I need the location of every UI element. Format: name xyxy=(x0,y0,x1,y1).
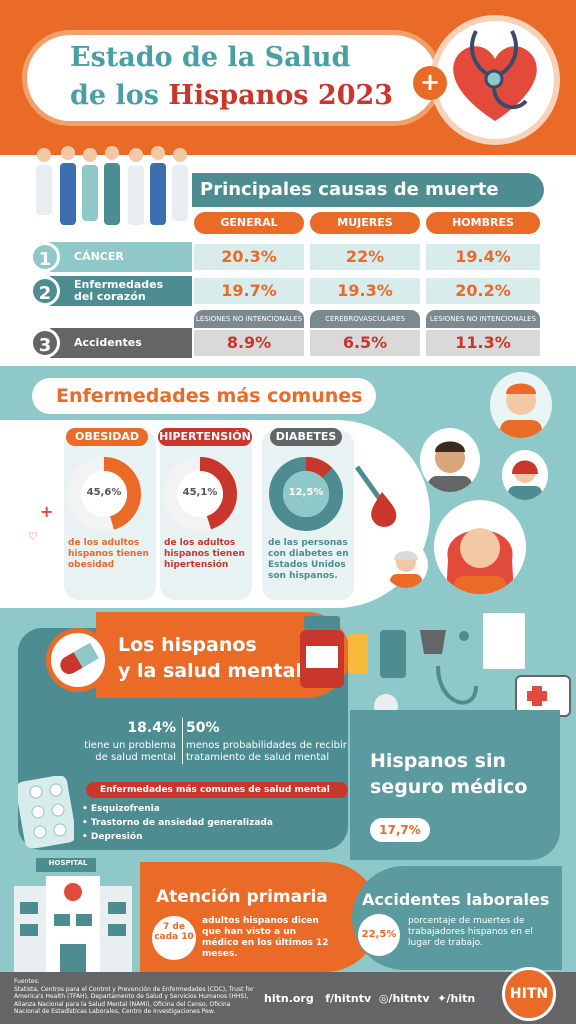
obesidad-value: 45,6% xyxy=(86,487,122,498)
site-link[interactable]: hitn.org xyxy=(264,992,314,1005)
list-item: • Esquizofrenia xyxy=(82,804,160,814)
obesidad-text: de los adultos hispanos tienen obesidad xyxy=(68,538,149,570)
donut-center-2 xyxy=(283,471,329,517)
title-line-1: Estado de la Salud xyxy=(70,42,351,73)
person-avatar-4 xyxy=(434,500,526,594)
insurance-value: 17,7% xyxy=(370,818,430,842)
row-2-label-l1: Enfermedades xyxy=(74,278,164,291)
donut-arc-0 xyxy=(67,457,141,531)
title-pill xyxy=(22,30,442,126)
facebook-link[interactable]: /hitntv xyxy=(330,992,372,1005)
donut-charts xyxy=(67,457,343,531)
labor-title: Accidentes laborales xyxy=(362,890,550,909)
row-2-mujeres: 19.3% xyxy=(310,278,420,304)
person-avatar-5 xyxy=(384,542,428,588)
labor-text: porcentaje de muertes de trabajadores hi… xyxy=(408,916,533,948)
donut-arc-2 xyxy=(269,457,343,531)
row-2-number: 2 xyxy=(30,276,60,306)
hitn-logo: HITN xyxy=(502,967,556,1021)
footer xyxy=(0,972,576,1024)
common-title: Enfermedades más comunes xyxy=(56,385,363,407)
row-3-sublabel-hombres: LESIONES NO INTENCIONALES xyxy=(426,310,540,328)
primary-text: adultos hispanos dicen que han visto a u… xyxy=(202,916,329,959)
hipertension-text: de los adultos hispanos tienen hipertens… xyxy=(164,538,245,570)
pill-blister-illustration xyxy=(15,775,77,849)
mental-list: • Esquizofrenia • Trastorno de ansiedad … xyxy=(82,802,273,844)
row-1-mujeres: 22% xyxy=(310,244,420,270)
donut-arc-1 xyxy=(163,457,237,531)
tag-obesidad: OBESIDAD xyxy=(66,428,148,446)
row-3-sublabel-mujeres: CEREBROVASCULARES xyxy=(310,310,420,328)
blood-drop-illustration xyxy=(352,462,412,532)
facebook-icon: f xyxy=(325,992,331,1005)
row-1-label: CÁNCER xyxy=(50,242,192,272)
mental-stat-1-value: 18.4% xyxy=(127,720,176,736)
title-line-2-accent: Hispanos 2023 xyxy=(168,80,394,111)
medical-staff-illustration xyxy=(30,145,190,231)
row-2-general: 19.7% xyxy=(194,278,304,304)
row-3-hombres: 11.3% xyxy=(426,330,540,356)
plus-icon: + xyxy=(413,66,447,100)
hipertension-value: 45,1% xyxy=(182,487,218,498)
twitter-link[interactable]: /hitn xyxy=(446,992,476,1005)
capsule-icon xyxy=(46,628,110,692)
list-item: • Depresión xyxy=(82,832,143,842)
stat-divider xyxy=(182,718,183,764)
diabetes-value: 12,5% xyxy=(288,487,324,498)
social-links: hitn.org f/hitntv ◎/hitntv ✦/hitn xyxy=(264,992,475,1005)
row-2-hombres: 20.2% xyxy=(426,278,540,304)
insurance-title-line-2: seguro médico xyxy=(370,776,528,798)
hospital-sign: HOSPITAL xyxy=(48,859,88,867)
row-3-sublabel-general: LESIONES NO INTENCIONALES xyxy=(194,310,304,328)
title-line-2: de los Hispanos 2023 xyxy=(70,80,393,111)
mental-stat-2-text: menos probabilidades de recibir tratamie… xyxy=(186,740,347,763)
labor-value: 22,5% xyxy=(358,914,400,956)
donut-center-0 xyxy=(81,471,127,517)
mental-stat-2-value: 50% xyxy=(186,720,220,736)
tag-hipertension: HIPERTENSIÓN xyxy=(158,428,252,446)
person-avatar-3 xyxy=(502,450,548,500)
person-avatar-1 xyxy=(490,372,552,438)
row-3-general: 8.9% xyxy=(194,330,304,356)
hospital-illustration xyxy=(8,858,138,972)
col-header-general: GENERAL xyxy=(194,212,304,234)
mental-title-line-1: Los hispanos xyxy=(118,634,257,656)
mental-list-title: Enfermedades más comunes de salud mental xyxy=(86,782,348,798)
title-line-2-pre: de los xyxy=(70,80,169,111)
sources-text: Fuentes: Statista, Centros para el Contr… xyxy=(14,978,254,1015)
list-item: • Trastorno de ansiedad generalizada xyxy=(82,818,273,828)
row-3-label: Accidentes xyxy=(50,328,192,358)
plus-icon: + xyxy=(40,502,54,521)
donut-center-1 xyxy=(177,471,223,517)
col-header-hombres: HOMBRES xyxy=(426,212,540,234)
instagram-link[interactable]: /hitntv xyxy=(388,992,430,1005)
insurance-title-line-1: Hispanos sin xyxy=(370,750,506,772)
mental-title-line-2: y la salud mental xyxy=(118,660,302,682)
common-title-pill xyxy=(32,378,376,414)
tag-diabetes: DIABETES xyxy=(270,428,342,446)
pill-bottle-illustration xyxy=(298,616,346,688)
row-2-label-l2: del corazón xyxy=(74,290,146,303)
row-1-number: 1 xyxy=(30,242,60,272)
row-2-label: Enfermedades del corazón xyxy=(50,276,192,306)
row-3-mujeres: 6.5% xyxy=(310,330,420,356)
col-header-mujeres: MUJERES xyxy=(310,212,420,234)
causes-title: Principales causas de muerte xyxy=(200,179,499,200)
heart-icon: ♡ xyxy=(28,530,38,543)
row-1-general: 20.3% xyxy=(194,244,304,270)
diabetes-text: de las personas con diabetes en Estados … xyxy=(268,538,349,581)
twitter-icon: ✦ xyxy=(437,992,447,1005)
person-avatar-2 xyxy=(420,428,480,492)
causes-title-bar xyxy=(192,173,544,207)
primary-badge: 7 de cada 10 xyxy=(152,916,196,960)
instagram-icon: ◎ xyxy=(378,992,389,1005)
row-3-number: 3 xyxy=(30,328,60,358)
mental-stat-1-text: tiene un problema de salud mental xyxy=(84,740,176,763)
heart-stethoscope-illustration xyxy=(430,15,560,145)
row-1-hombres: 19.4% xyxy=(426,244,540,270)
primary-title: Atención primaria xyxy=(156,887,328,907)
